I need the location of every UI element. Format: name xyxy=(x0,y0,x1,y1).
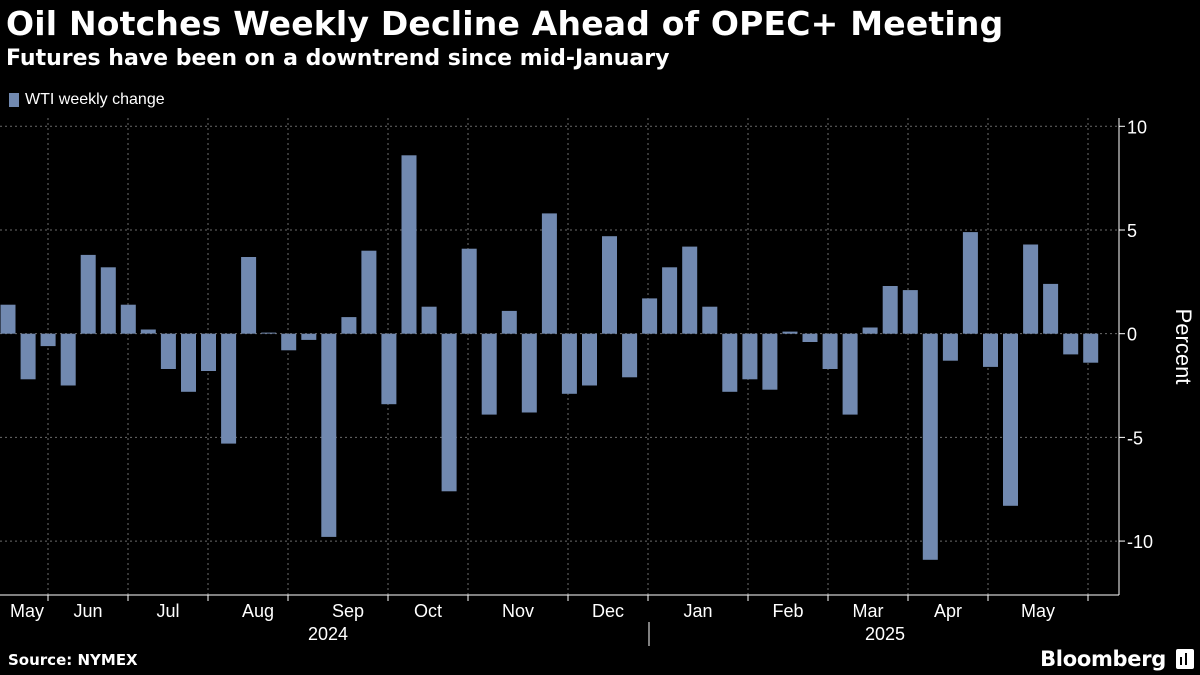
bar xyxy=(181,333,196,392)
axis-layer: 10 5 0 -5 -10 Percent May Jun Jul Aug Sep Oct Nov Dec… xyxy=(0,117,1196,646)
bar xyxy=(942,333,958,361)
bar-layer xyxy=(0,155,1099,560)
bar xyxy=(0,304,16,334)
x-month-label: Jan xyxy=(683,601,712,621)
bar xyxy=(622,333,638,378)
y-tick-label: -5 xyxy=(1127,428,1143,448)
legend-swatch xyxy=(9,93,19,107)
bar xyxy=(822,333,838,369)
bar xyxy=(922,333,938,560)
bar xyxy=(60,333,76,386)
bar xyxy=(160,333,176,369)
bar xyxy=(421,306,437,334)
bar xyxy=(461,248,477,334)
source-note: Source: NYMEX xyxy=(8,651,138,669)
bar xyxy=(521,333,537,413)
bar xyxy=(281,333,297,351)
x-month-label: May xyxy=(10,601,44,621)
x-month-label: Aug xyxy=(242,601,274,621)
x-month-label: Nov xyxy=(502,601,534,621)
bar xyxy=(120,304,136,334)
x-month-label: Sep xyxy=(332,601,364,621)
bar xyxy=(882,286,898,334)
bar xyxy=(782,331,798,334)
x-month-label: Mar xyxy=(853,601,884,621)
bloomberg-chart-icon xyxy=(1176,649,1194,669)
bar xyxy=(962,232,978,334)
bar xyxy=(20,333,36,380)
bar xyxy=(381,333,397,405)
chart-title: Oil Notches Weekly Decline Ahead of OPEC… xyxy=(6,4,1004,43)
bar xyxy=(441,333,457,492)
legend-label: WTI weekly change xyxy=(25,91,165,108)
bar xyxy=(662,267,678,334)
bar xyxy=(642,298,658,334)
bar xyxy=(702,306,718,334)
bar xyxy=(341,317,357,334)
bar xyxy=(762,333,778,390)
bar xyxy=(80,254,96,334)
x-year-label: 2025 xyxy=(865,624,905,644)
bar xyxy=(40,333,56,347)
bar xyxy=(401,155,417,334)
bar xyxy=(301,333,317,340)
bar xyxy=(100,267,116,334)
bloomberg-logo: Bloomberg xyxy=(1040,647,1166,671)
grid-layer xyxy=(0,118,1119,595)
bar xyxy=(140,329,156,334)
chart-subtitle: Futures have been on a downtrend since m… xyxy=(6,46,670,71)
bar xyxy=(1003,333,1018,506)
bar xyxy=(241,257,257,334)
bar xyxy=(582,333,597,386)
bar xyxy=(1063,333,1079,355)
bar xyxy=(1083,333,1099,363)
bar xyxy=(541,213,557,334)
x-month-label: Oct xyxy=(414,601,442,621)
x-year-label: 2024 xyxy=(308,624,348,644)
bar xyxy=(221,333,237,444)
y-tick-label: -10 xyxy=(1127,532,1153,552)
bar xyxy=(321,333,337,537)
bar xyxy=(201,333,216,371)
x-month-label: Jul xyxy=(156,601,179,621)
bar xyxy=(602,236,617,334)
bar xyxy=(561,333,577,394)
bar xyxy=(722,333,738,392)
bar xyxy=(682,246,698,334)
bar xyxy=(481,333,497,415)
y-tick-label: 10 xyxy=(1127,117,1147,137)
bar xyxy=(742,333,758,380)
legend: WTI weekly change xyxy=(9,91,165,109)
bar xyxy=(361,250,377,334)
y-tick-label: 0 xyxy=(1127,325,1137,345)
x-month-label: Dec xyxy=(592,601,624,621)
bar xyxy=(261,332,277,334)
bar xyxy=(802,333,818,342)
x-month-label: Feb xyxy=(772,601,803,621)
bar xyxy=(842,333,858,415)
bar xyxy=(983,333,998,367)
bar xyxy=(1023,244,1039,334)
bar xyxy=(862,327,878,334)
bar xyxy=(501,310,517,334)
y-tick-label: 5 xyxy=(1127,221,1137,241)
x-month-label: Apr xyxy=(934,601,962,621)
x-month-label: Jun xyxy=(73,601,102,621)
bar xyxy=(902,290,918,334)
y-axis-title: Percent xyxy=(1171,309,1196,385)
bar xyxy=(1043,283,1059,334)
x-month-label: May xyxy=(1021,601,1055,621)
